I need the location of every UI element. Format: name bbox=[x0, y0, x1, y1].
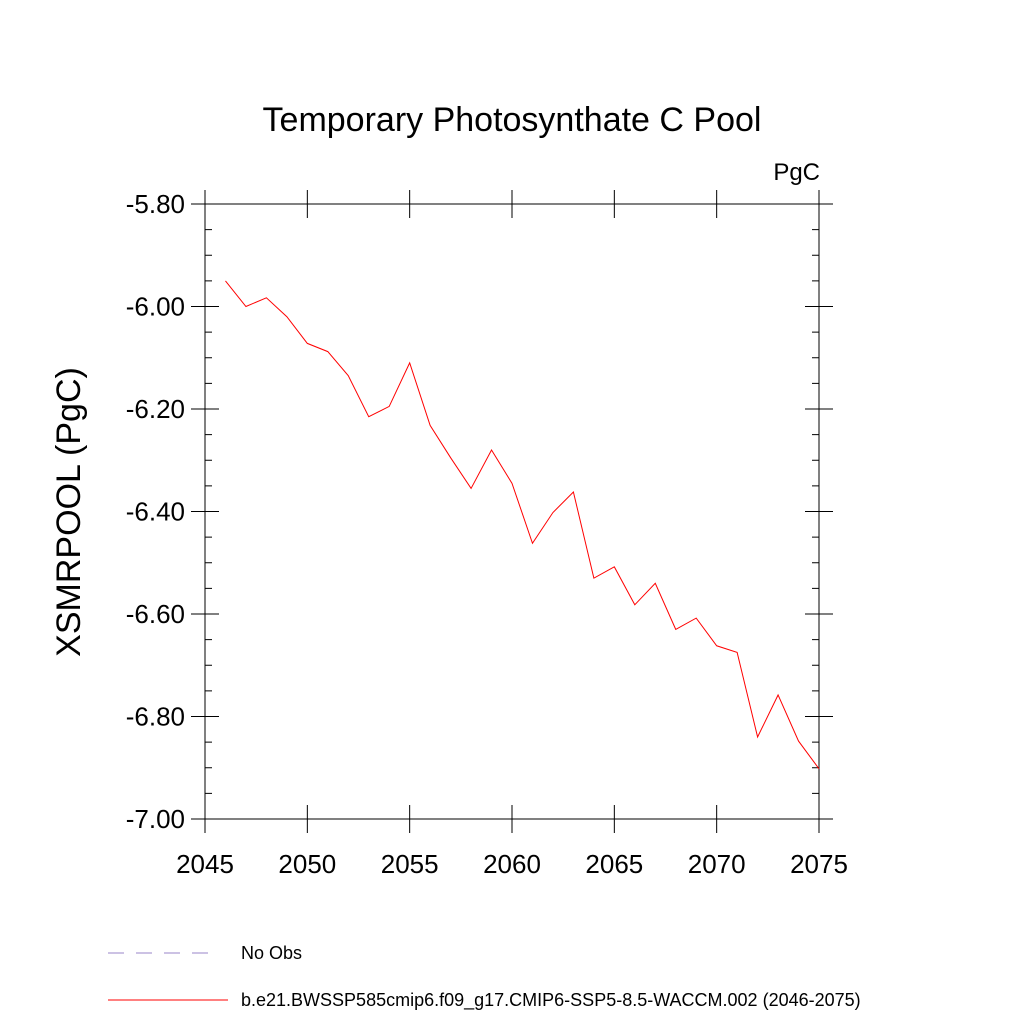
x-tick-label: 2060 bbox=[483, 849, 541, 879]
x-tick-label: 2065 bbox=[585, 849, 643, 879]
y-tick-label: -6.00 bbox=[126, 292, 185, 322]
y-tick-label: -6.40 bbox=[126, 497, 185, 527]
plot-frame bbox=[204, 203, 820, 820]
y-tick-label: -6.20 bbox=[126, 394, 185, 424]
unit-label: PgC bbox=[773, 159, 820, 186]
y-tick-label: -6.60 bbox=[126, 599, 185, 629]
legend: No Obs b.e21.BWSSP585cmip6.f09_g17.CMIP6… bbox=[108, 943, 861, 1011]
x-tick-label: 2055 bbox=[381, 849, 439, 879]
x-tick-label: 2075 bbox=[790, 849, 848, 879]
chart-title: Temporary Photosynthate C Pool bbox=[263, 101, 762, 139]
y-axis: -7.00 -6.80 -6.60 -6.40 -6.20 -6.00 -5.80 bbox=[126, 189, 833, 834]
x-tick-label: 2050 bbox=[278, 849, 336, 879]
legend-label-no-obs: No Obs bbox=[241, 943, 302, 963]
y-tick-label: -5.80 bbox=[126, 189, 185, 219]
y-tick-label: -7.00 bbox=[126, 804, 185, 834]
y-tick-label: -6.80 bbox=[126, 702, 185, 732]
y-axis-label: XSMRPOOL (PgC) bbox=[50, 367, 88, 657]
series-line bbox=[225, 280, 820, 770]
legend-label-model-run: b.e21.BWSSP585cmip6.f09_g17.CMIP6-SSP5-8… bbox=[241, 990, 861, 1011]
x-axis: 2045 2050 2055 2060 2065 2070 2075 bbox=[176, 190, 848, 879]
series-layer bbox=[225, 280, 820, 770]
x-tick-label: 2070 bbox=[688, 849, 746, 879]
x-tick-label: 2045 bbox=[176, 849, 234, 879]
